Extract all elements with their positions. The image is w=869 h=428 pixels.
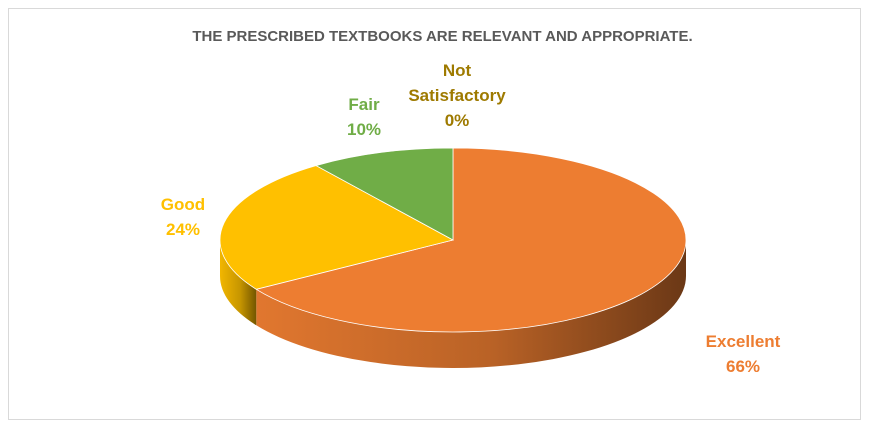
pie-top bbox=[219, 147, 687, 333]
label-not-satisfactory-pct: 0% bbox=[444, 111, 470, 130]
label-not-satisfactory: Not Satisfactory 0% bbox=[392, 58, 522, 133]
label-good-pct: 24% bbox=[165, 220, 201, 239]
label-excellent: Excellent 66% bbox=[688, 329, 798, 379]
pie-slice-fair bbox=[314, 147, 454, 241]
label-fair-pct: 10% bbox=[346, 120, 382, 139]
chart-title: THE PRESCRIBED TEXTBOOKS ARE RELEVANT AN… bbox=[192, 28, 693, 45]
label-good-name: Good bbox=[160, 195, 206, 214]
pie-slice-good bbox=[219, 165, 455, 290]
pie-side-excellent bbox=[256, 240, 686, 368]
label-not-satisfactory-name-2: Satisfactory bbox=[408, 86, 506, 105]
label-good: Good 24% bbox=[148, 192, 218, 242]
label-fair: Fair 10% bbox=[334, 92, 394, 142]
label-fair-name: Fair bbox=[348, 95, 380, 114]
pie-sides bbox=[220, 240, 686, 368]
pie-slice-excellent bbox=[255, 147, 687, 333]
label-not-satisfactory-name-1: Not bbox=[442, 61, 472, 80]
pie-side-good bbox=[220, 240, 257, 326]
label-excellent-pct: 66% bbox=[725, 357, 761, 376]
label-excellent-name: Excellent bbox=[705, 332, 781, 351]
